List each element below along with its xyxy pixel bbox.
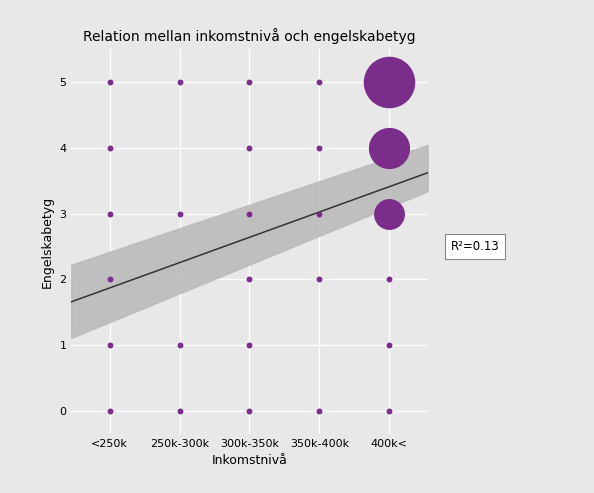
Point bbox=[384, 210, 394, 217]
Point bbox=[384, 276, 394, 283]
X-axis label: Inkomstnivå: Inkomstnivå bbox=[211, 454, 287, 467]
Point bbox=[315, 144, 324, 152]
Point bbox=[105, 407, 115, 415]
Point bbox=[175, 341, 184, 349]
Point bbox=[245, 407, 254, 415]
Point bbox=[105, 341, 115, 349]
Point bbox=[245, 276, 254, 283]
Point bbox=[384, 144, 394, 152]
Point bbox=[384, 341, 394, 349]
Point bbox=[245, 144, 254, 152]
Point bbox=[245, 78, 254, 86]
Point bbox=[175, 210, 184, 217]
Point bbox=[105, 144, 115, 152]
Point bbox=[315, 276, 324, 283]
Y-axis label: Engelskabetyg: Engelskabetyg bbox=[41, 196, 53, 287]
Point bbox=[315, 210, 324, 217]
Point bbox=[245, 341, 254, 349]
Point bbox=[105, 210, 115, 217]
Point bbox=[175, 407, 184, 415]
Point bbox=[105, 276, 115, 283]
Point bbox=[384, 407, 394, 415]
Title: Relation mellan inkomstnivå och engelskabetyg: Relation mellan inkomstnivå och engelska… bbox=[83, 28, 416, 44]
Point bbox=[384, 78, 394, 86]
Point bbox=[245, 210, 254, 217]
Point bbox=[175, 78, 184, 86]
Point bbox=[105, 78, 115, 86]
Text: R²=0.13: R²=0.13 bbox=[451, 240, 500, 253]
Point bbox=[315, 407, 324, 415]
Point bbox=[315, 78, 324, 86]
